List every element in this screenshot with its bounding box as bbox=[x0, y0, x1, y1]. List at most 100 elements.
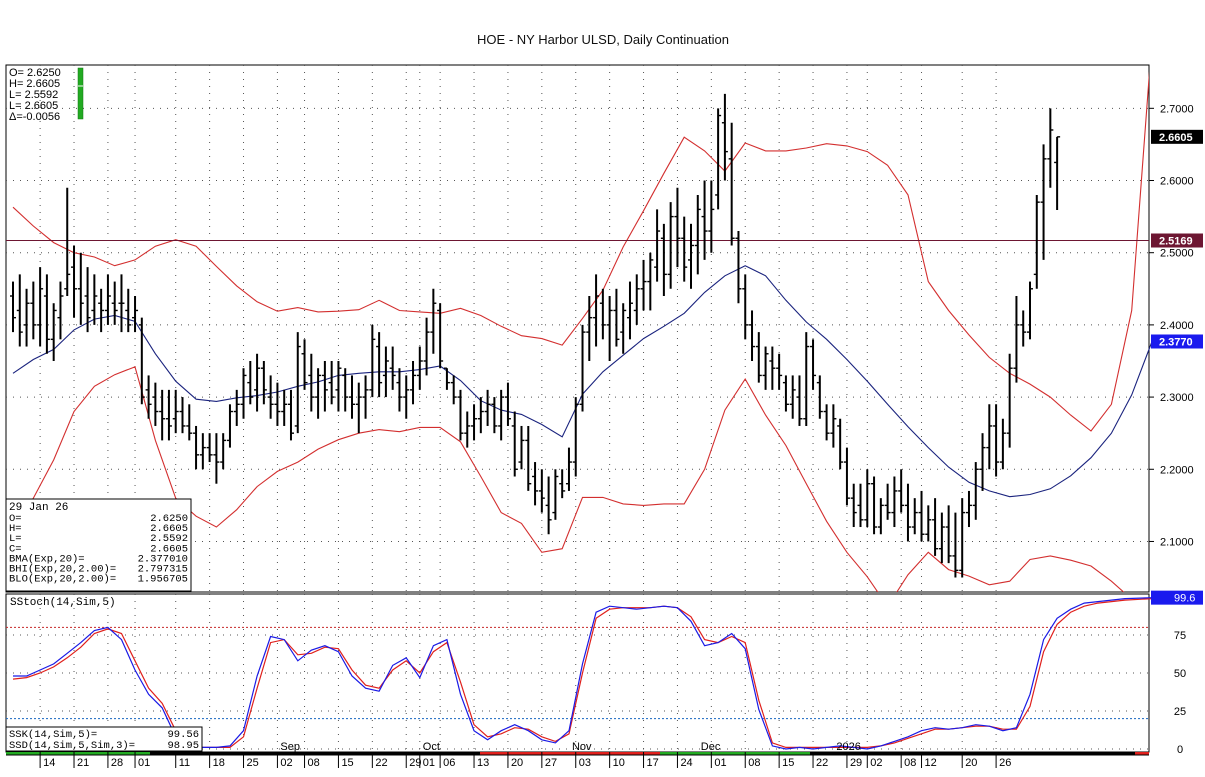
day-label: 13 bbox=[477, 757, 489, 769]
day-label: 08 bbox=[308, 757, 320, 769]
month-label: Sep bbox=[280, 741, 300, 753]
info-label: BLO(Exp,20,2.00)= bbox=[9, 574, 116, 586]
last-price-badge: 2.6605 bbox=[1159, 132, 1193, 144]
stochastic-lines bbox=[12, 597, 1153, 750]
day-label: 22 bbox=[375, 757, 387, 769]
readout-high: H= 2.6605 bbox=[9, 78, 60, 90]
bma-price-badge-bg bbox=[1151, 334, 1203, 349]
stoch-readout: SSK(14,Sim,5)= 99.56 SSD(14,Sim,5,Sim,3)= 9… bbox=[5, 726, 203, 752]
info-label: BHI(Exp,20,2.00)= bbox=[9, 564, 116, 576]
ohlc-readout: O= 2.6250 H= 2.6605 L= 2.5592 L= 2.6605 … bbox=[9, 67, 61, 123]
readout-bar-icon bbox=[77, 67, 84, 120]
day-label: 24 bbox=[680, 757, 692, 769]
bma-price-badge: 2.3770 bbox=[1159, 336, 1193, 348]
hline-price-badge: 2.5169 bbox=[1159, 235, 1193, 247]
day-label: 28 bbox=[111, 757, 123, 769]
day-label: 25 bbox=[247, 757, 259, 769]
readout-last: L= 2.6605 bbox=[9, 100, 58, 112]
stoch-readout-value: 99.56 bbox=[167, 729, 199, 741]
date-axis: 14 21 28 01 11 18 25 02 08 15 22 29 01 06 13 20 27 03 10 17… bbox=[6, 741, 1149, 769]
info-value: 1.956705 bbox=[138, 574, 188, 586]
day-label: 21 bbox=[77, 757, 89, 769]
day-label: 20 bbox=[511, 757, 523, 769]
ohlc-bars bbox=[10, 93, 1061, 578]
day-label: 20 bbox=[965, 757, 977, 769]
day-label: 06 bbox=[443, 757, 455, 769]
stoch-tick-label: 50 bbox=[1174, 668, 1186, 680]
month-label: Dec bbox=[701, 741, 721, 753]
day-label: 29 bbox=[409, 757, 421, 769]
hline-price-badge-bg bbox=[1151, 233, 1203, 248]
info-label: C= bbox=[9, 543, 22, 555]
day-label: 17 bbox=[647, 757, 659, 769]
info-value: 2.6605 bbox=[150, 523, 188, 535]
axis-band bbox=[1135, 752, 1149, 755]
day-label: 15 bbox=[341, 757, 353, 769]
day-label: 11 bbox=[179, 757, 190, 769]
day-label: 22 bbox=[816, 757, 828, 769]
day-label: 01 bbox=[138, 757, 150, 769]
day-label: 27 bbox=[545, 757, 557, 769]
axis-band bbox=[660, 752, 810, 755]
stoch-tick-label: 0 bbox=[1177, 744, 1183, 756]
month-label: Oct bbox=[423, 741, 440, 753]
info-value: 2.6250 bbox=[150, 513, 188, 525]
axis-band bbox=[980, 752, 1135, 755]
day-label: 03 bbox=[579, 757, 591, 769]
price-tick-label: 2.6000 bbox=[1160, 176, 1194, 188]
day-label: 02 bbox=[870, 757, 882, 769]
price-axis: 2.1000 2.2000 2.3000 2.4000 2.5000 2.6000 2.70… bbox=[1149, 103, 1203, 548]
axis-band bbox=[810, 752, 980, 755]
chart-title: HOE - NY Harbor ULSD, Daily Continuation bbox=[477, 32, 729, 47]
axis-band bbox=[480, 752, 660, 755]
readout-delta: Δ=-0.0056 bbox=[9, 111, 60, 123]
info-value: 2.797315 bbox=[138, 564, 188, 576]
day-label: 14 bbox=[43, 757, 55, 769]
month-label: Nov bbox=[572, 741, 592, 753]
price-tick-label: 2.5000 bbox=[1160, 248, 1194, 260]
stoch-badge-bg bbox=[1151, 590, 1203, 605]
stoch-tick-label: 75 bbox=[1174, 630, 1186, 642]
stoch-grid bbox=[6, 594, 1149, 752]
readout-open: O= 2.6250 bbox=[9, 67, 61, 79]
day-label: 08 bbox=[904, 757, 916, 769]
day-label: 12 bbox=[925, 757, 937, 769]
band-upper-line bbox=[12, 71, 1149, 432]
day-label: 08 bbox=[748, 757, 760, 769]
info-box: 29 Jan 26 O= 2.6250 H= 2.6605 L= 2.5592 C= 2.66… bbox=[5, 498, 192, 592]
day-label: 26 bbox=[999, 757, 1011, 769]
day-label: 15 bbox=[782, 757, 794, 769]
price-grid bbox=[6, 65, 1149, 592]
info-label: H= bbox=[9, 523, 22, 535]
stoch-badge: 99.6 bbox=[1174, 593, 1195, 605]
price-tick-label: 2.2000 bbox=[1160, 464, 1194, 476]
price-tick-label: 2.4000 bbox=[1160, 320, 1194, 332]
day-label: 10 bbox=[613, 757, 625, 769]
axis-band bbox=[6, 752, 150, 755]
info-value: 2.6605 bbox=[150, 543, 188, 555]
info-label: L= bbox=[9, 533, 22, 545]
stoch-readout-value: 98.95 bbox=[167, 740, 199, 752]
price-panel-frame bbox=[5, 64, 1150, 593]
day-label: 18 bbox=[213, 757, 225, 769]
price-tick-label: 2.7000 bbox=[1160, 103, 1194, 115]
day-label: 01 bbox=[714, 757, 726, 769]
last-price-badge-bg bbox=[1151, 129, 1203, 144]
info-label: O= bbox=[9, 513, 22, 525]
info-value: 2.5592 bbox=[150, 533, 188, 545]
stoch-axis: 0 25 50 75 99.6 bbox=[1151, 590, 1203, 756]
info-value: 2.377010 bbox=[138, 553, 188, 565]
stoch-label: SStoch(14,Sim,5) bbox=[10, 597, 116, 609]
day-label: 29 bbox=[850, 757, 862, 769]
day-label: 01 bbox=[423, 757, 435, 769]
stoch-tick-label: 25 bbox=[1174, 706, 1186, 718]
price-tick-label: 2.3000 bbox=[1160, 392, 1194, 404]
stoch-readout-label: SSK(14,Sim,5)= bbox=[9, 729, 97, 741]
stoch-readout-label: SSD(14,Sim,5,Sim,3)= bbox=[9, 740, 135, 752]
readout-low: L= 2.5592 bbox=[9, 89, 58, 101]
month-label: 2026 bbox=[836, 741, 860, 753]
axis-band bbox=[150, 752, 320, 755]
price-tick-label: 2.1000 bbox=[1160, 536, 1194, 548]
